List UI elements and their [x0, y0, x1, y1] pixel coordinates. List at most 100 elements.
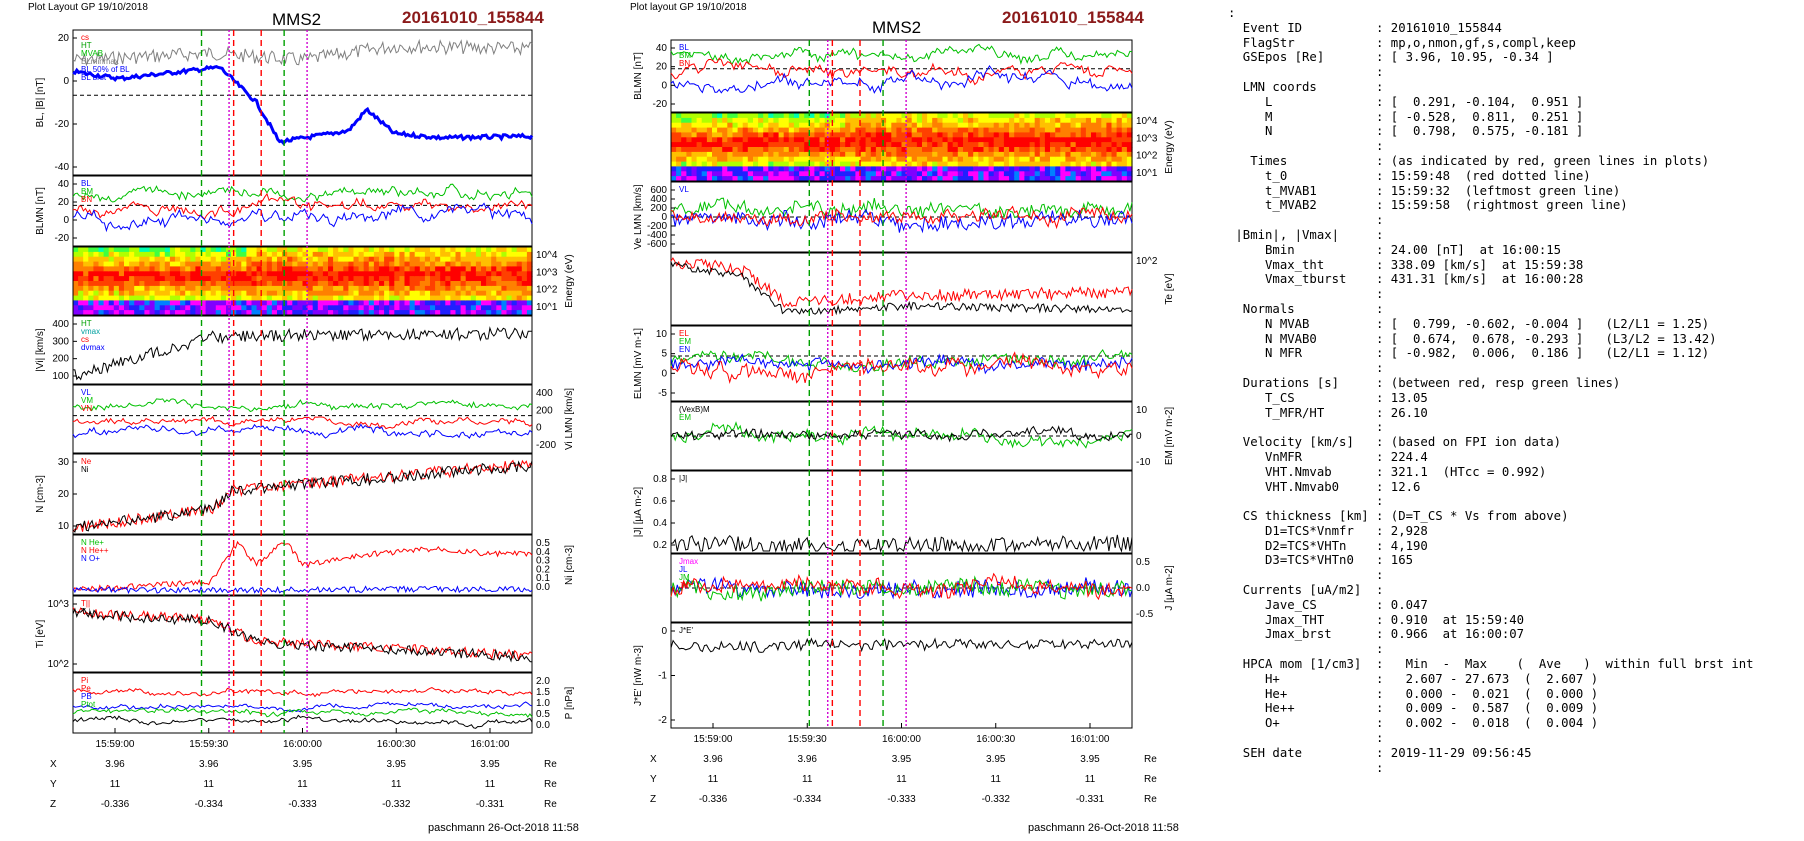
info-key: D2=TCS*VHTn	[1228, 538, 1347, 553]
y-tick-label: 0	[661, 80, 667, 91]
spectrogram-cell	[845, 161, 851, 168]
spectrogram-cell	[737, 137, 744, 143]
spectrogram-cell	[328, 290, 334, 297]
spectrogram-cell	[814, 151, 821, 158]
spectrogram-cell	[435, 256, 441, 263]
spectrogram-cell	[373, 310, 380, 316]
spectrogram-cell	[430, 256, 436, 263]
info-line: SEH date: 2019-11-29 09:56:45	[1228, 746, 1800, 761]
info-line: :	[1228, 361, 1800, 376]
spectrogram-cell	[686, 137, 693, 143]
spectrogram-cell	[246, 295, 253, 302]
spectrogram-cell	[190, 295, 196, 302]
spectrogram-cell	[465, 261, 472, 268]
spectrogram-cell	[419, 310, 426, 316]
spectrogram-cell	[373, 300, 380, 306]
spectrogram-cell	[164, 266, 171, 272]
y-tick-label: -1	[658, 671, 667, 682]
spectrogram-cell	[440, 271, 446, 277]
spectrogram-cell	[1044, 171, 1051, 177]
spectrogram-cell	[799, 132, 805, 138]
spectrogram-cell	[712, 171, 718, 177]
spectrogram-cell	[927, 147, 933, 153]
spectrogram-cell	[424, 285, 431, 292]
spectrogram-cell	[686, 117, 693, 124]
spectrogram-cell	[845, 117, 851, 124]
spectrogram-cell	[881, 142, 887, 148]
spectrogram-cell	[1106, 151, 1113, 158]
spectrogram-cell	[927, 166, 933, 172]
spectrogram-cell	[430, 247, 436, 253]
spectrogram-cell	[1050, 113, 1056, 119]
y-axis-label: Ti [eV]	[35, 620, 46, 649]
spectrogram-cell	[526, 256, 533, 263]
spectrogram-cell	[881, 176, 887, 182]
y-axis-label: |J| [μA m-2]	[633, 487, 644, 538]
spectrogram-cell	[175, 305, 181, 311]
spectrogram-cell	[251, 281, 258, 287]
spectrogram-cell	[185, 271, 191, 277]
spectrogram-cell	[343, 290, 349, 297]
info-key: Vmax_tht	[1228, 257, 1325, 272]
spectrogram-cell	[195, 251, 202, 258]
spectrogram-cell	[845, 132, 851, 138]
spectrogram-cell	[501, 295, 508, 302]
spectrogram-cell	[73, 266, 79, 272]
spectrogram-cell	[236, 251, 242, 258]
y-axis-label: |Vi| [km/s]	[35, 328, 46, 372]
spectrogram-cell	[712, 156, 718, 163]
spectrogram-cell	[430, 251, 436, 258]
y-tick-label: 0	[661, 626, 667, 637]
spectrogram-cell	[783, 166, 790, 172]
spectrogram-cell	[896, 147, 903, 153]
spectrogram-cell	[701, 117, 708, 124]
spectrogram-cell	[742, 137, 749, 143]
spectrogram-cell	[465, 290, 472, 297]
spectrogram-cell	[236, 285, 242, 292]
spectrogram-cell	[144, 276, 151, 282]
spectrogram-cell	[353, 290, 360, 297]
spectrogram-cell	[73, 290, 79, 297]
spectrogram-cell	[799, 171, 805, 177]
spectrogram-cell	[747, 122, 754, 129]
spectrogram-cell	[506, 290, 513, 297]
spectrogram-cell	[134, 285, 140, 292]
spectrogram-cell	[440, 310, 446, 316]
spectrogram-cell	[916, 127, 923, 134]
spectrogram-cell	[450, 285, 457, 292]
spectrogram-cell	[1050, 132, 1056, 138]
spectrogram-cell	[338, 251, 344, 258]
time-tick-label: 16:00:30	[377, 739, 416, 750]
spectrogram-cell	[292, 276, 298, 282]
spectrogram-cell	[942, 137, 949, 143]
spectrogram-cell	[475, 271, 482, 277]
info-line: :	[1228, 287, 1800, 302]
spectrogram-cell	[129, 290, 135, 297]
spectrogram-cell	[149, 247, 156, 253]
panel-frame	[670, 252, 1133, 326]
spectrogram-cell	[952, 117, 959, 124]
spectrogram-cell	[809, 117, 815, 124]
spectrogram-cell	[98, 285, 105, 292]
spectrogram-cell	[732, 113, 739, 119]
spectrogram-cell	[256, 310, 263, 316]
spectrogram-cell	[1106, 147, 1113, 153]
spectrogram-cell	[758, 166, 764, 172]
spectrogram-cell	[1003, 113, 1010, 119]
legend-entry: EL	[679, 329, 689, 338]
spectrogram-cell	[124, 271, 130, 277]
spectrogram-cell	[983, 132, 990, 138]
spectrogram-cell	[896, 161, 903, 168]
spectrogram-cell	[424, 281, 431, 287]
spectrogram-cell	[1111, 132, 1118, 138]
spectrogram-cell	[1121, 117, 1128, 124]
spectrogram-cell	[277, 300, 283, 306]
spectrogram-cell	[732, 142, 739, 148]
spectrogram-cell	[778, 132, 785, 138]
spectrogram-cell	[1121, 176, 1128, 182]
spectrogram-cell	[906, 161, 913, 168]
spectrogram-cell	[799, 122, 805, 129]
spectrogram-cell	[98, 271, 105, 277]
spectrogram-cell	[737, 161, 744, 168]
